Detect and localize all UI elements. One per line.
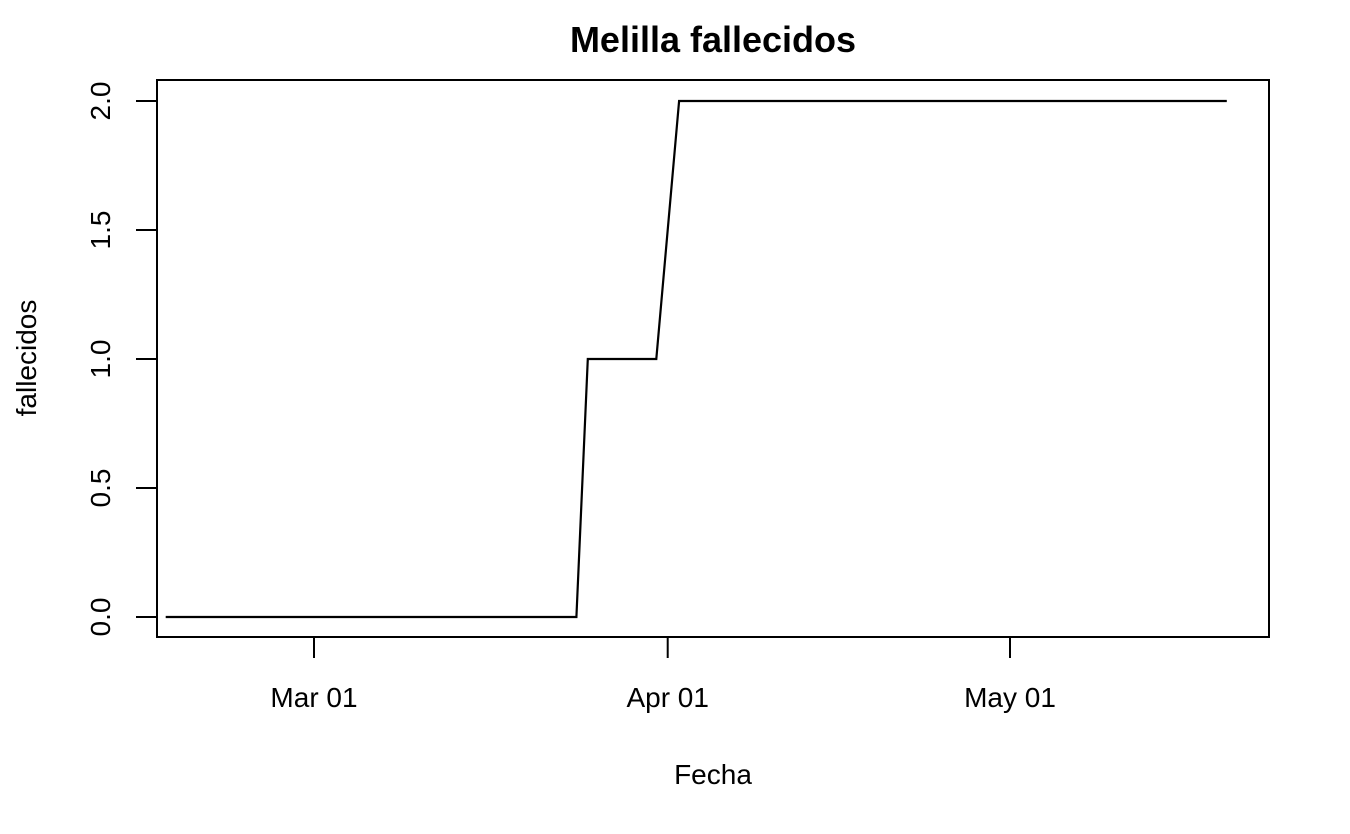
chart-title: Melilla fallecidos [570,19,856,60]
x-tick-label: Mar 01 [270,682,357,713]
x-tick-label: May 01 [964,682,1056,713]
plot-frame [156,79,1270,638]
x-axis: Mar 01 Apr 01 May 01 [270,637,1056,713]
series-layer [165,99,1227,619]
y-tick-label: 2.0 [85,82,116,121]
y-tick-label: 1.5 [85,211,116,250]
x-tick-label: Apr 01 [626,682,709,713]
y-axis-label: fallecidos [11,300,42,417]
series-line [165,99,1227,619]
x-axis-label: Fecha [674,759,752,790]
y-tick-label: 1.0 [85,340,116,379]
y-tick-label: 0.5 [85,469,116,508]
y-axis: 0.0 0.5 1.0 1.5 2.0 [85,82,157,637]
y-tick-label: 0.0 [85,598,116,637]
